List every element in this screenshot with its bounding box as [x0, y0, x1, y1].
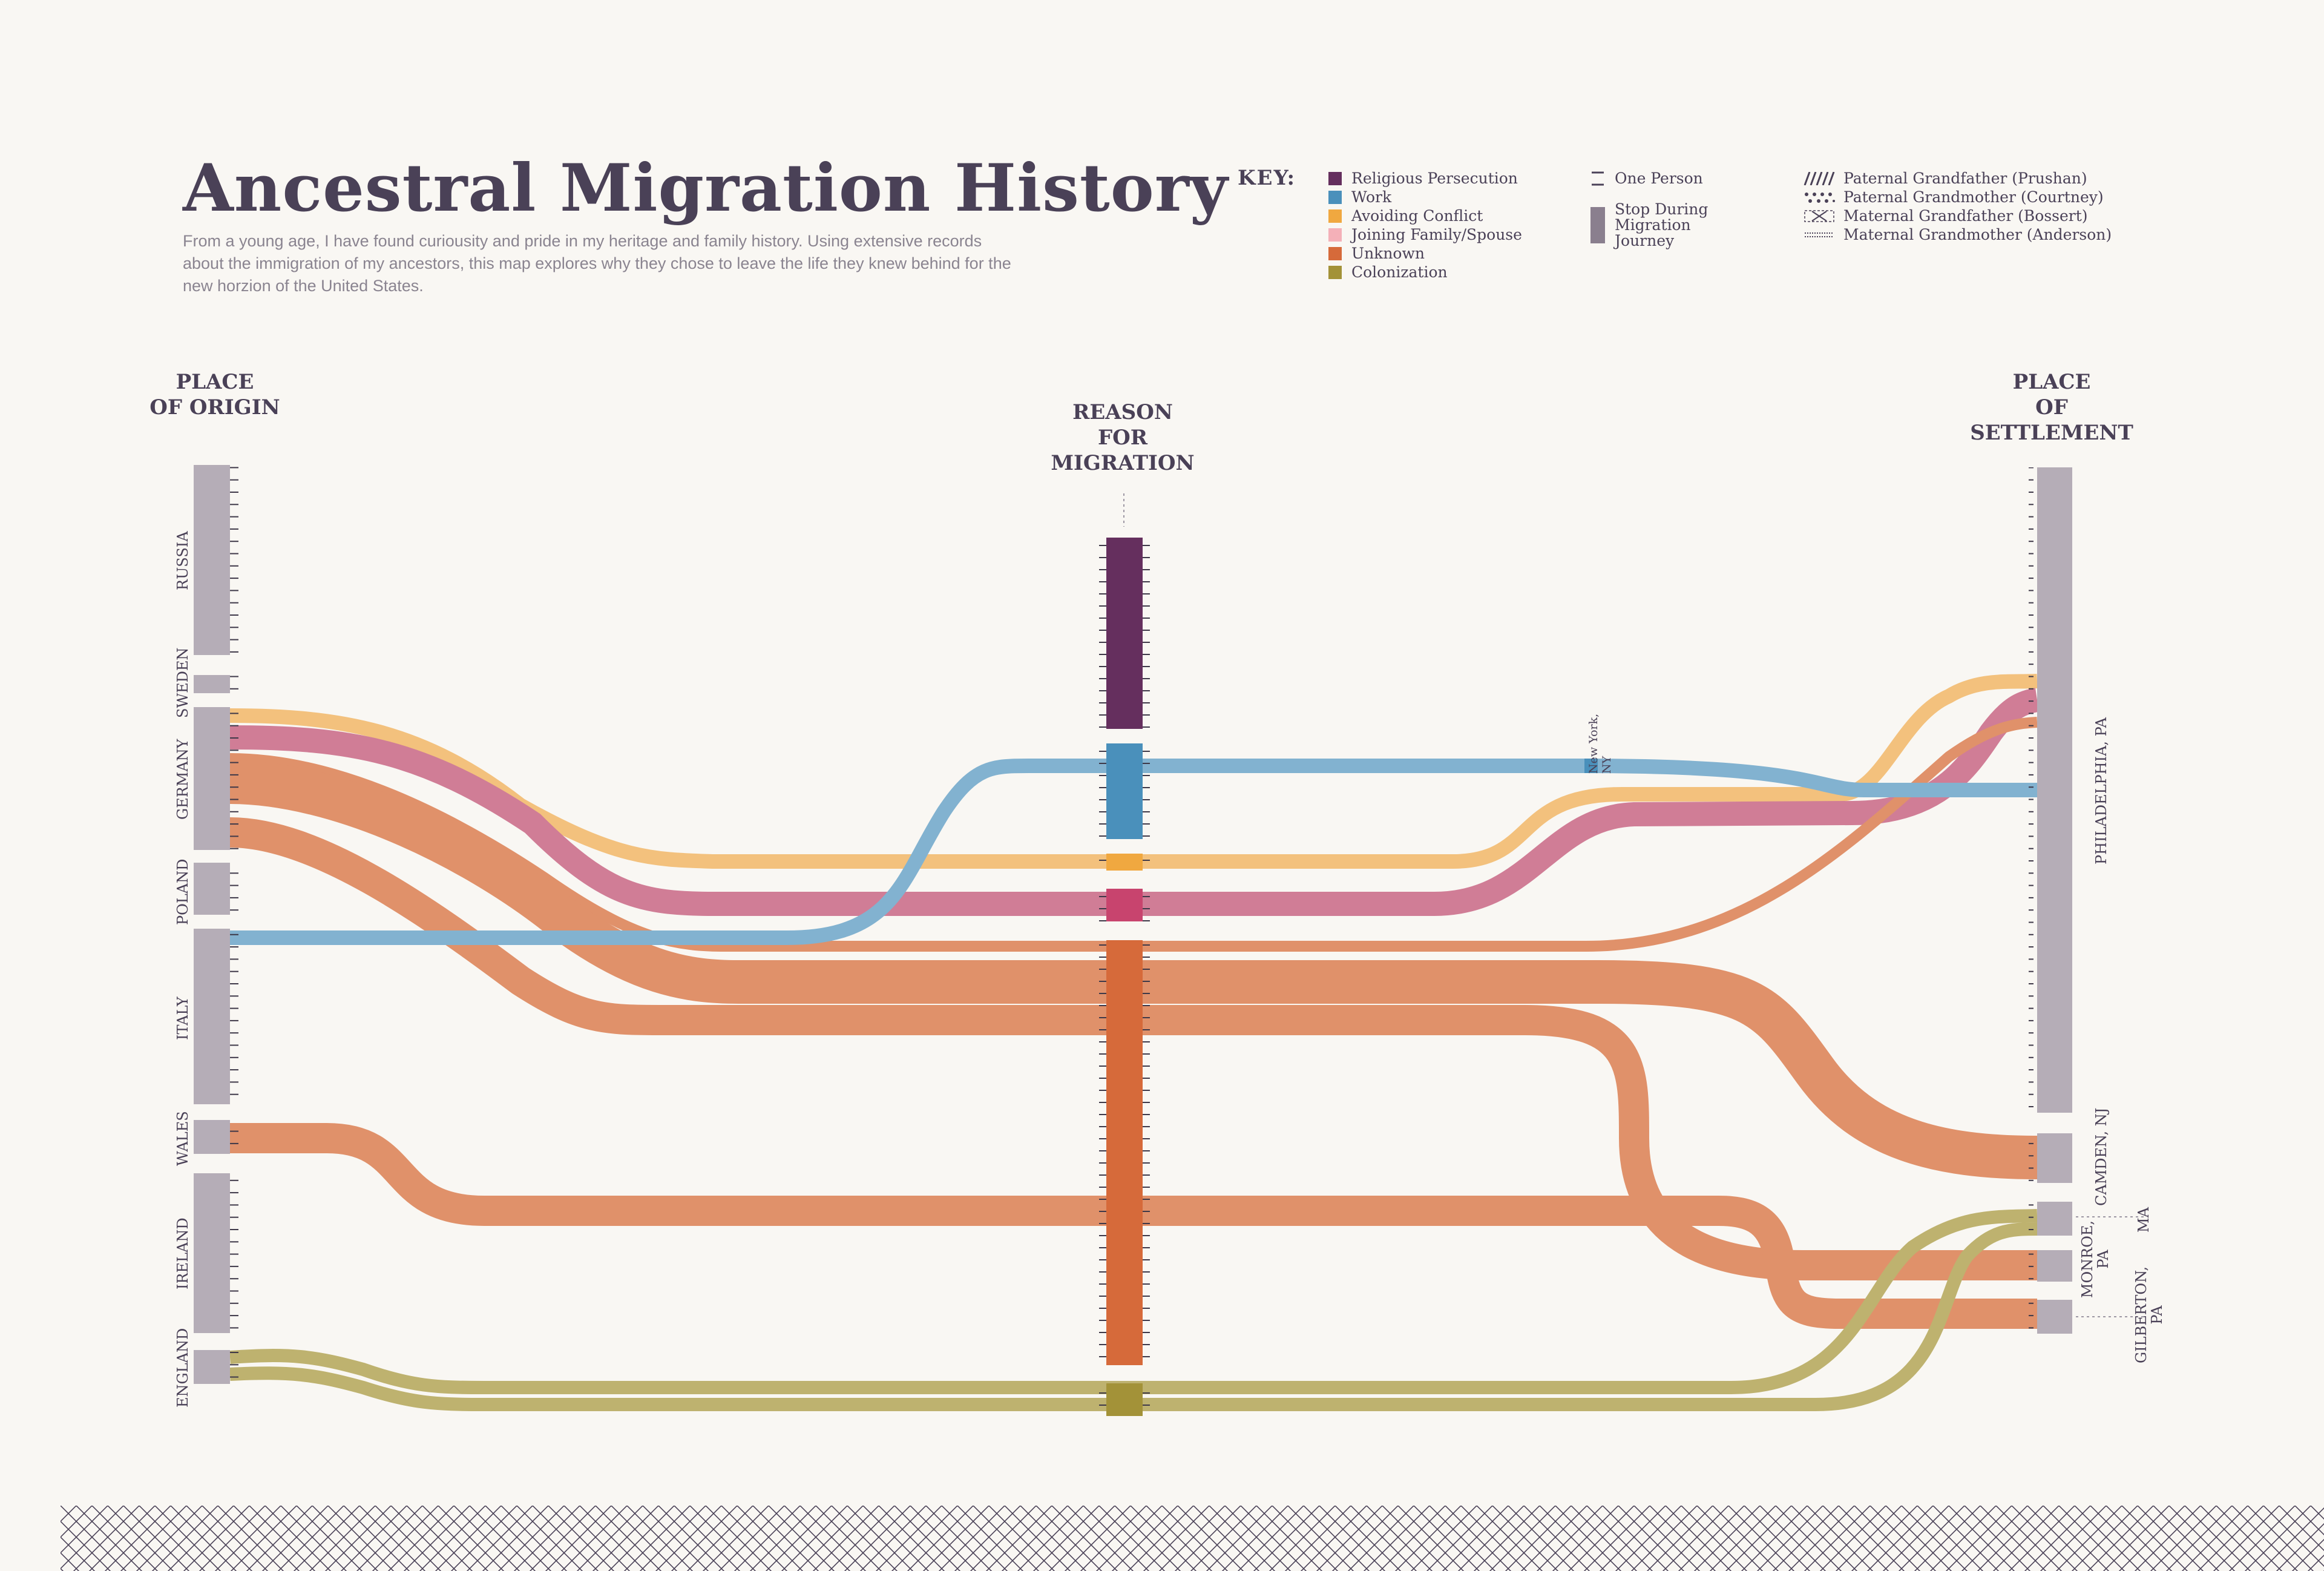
diagonal-hatch-icon [1804, 171, 1835, 185]
legend-swatch [1328, 228, 1342, 242]
legend-stop: Stop During Migration Journey [1590, 202, 1748, 249]
origin-label-russia: RUSSIA [174, 531, 191, 590]
origin-bar-russia [194, 465, 230, 655]
legend-maternal-grandfather: Maternal Grandfather (Bossert) [1804, 207, 2088, 225]
settlement-bar-ma [2037, 1202, 2072, 1236]
origin-bar-wales [194, 1120, 230, 1154]
crosshatch-footer-pattern [61, 1506, 2324, 1571]
legend-swatch [1328, 246, 1342, 260]
legend-one-person: One Person [1590, 170, 1703, 187]
tick-icon [1592, 171, 1604, 185]
origin-label-sweden: SWEDEN [174, 647, 191, 718]
flow-germany-unknown-a [229, 717, 2038, 952]
settlement-label-ma: MA [2135, 1207, 2152, 1233]
stop-marker-new-york [1584, 759, 1598, 773]
origin-bar-sweden [194, 675, 230, 693]
origin-bar-germany [194, 707, 230, 850]
legend-swatch [1328, 190, 1342, 204]
legend-paternal-grandfather: Paternal Grandfather (Prushan) [1804, 170, 2087, 187]
dots-icon [1805, 192, 1835, 203]
origin-bar-ireland [194, 1173, 230, 1333]
origin-bar-poland [194, 863, 230, 915]
legend-colonization: Colonization [1328, 263, 1448, 281]
legend-swatch [1328, 209, 1342, 223]
legend-avoiding-conflict: Avoiding Conflict [1328, 207, 1483, 225]
reason-column-header: REASON FOR MIGRATION [1051, 400, 1195, 475]
dotted-line-icon [1805, 232, 1834, 237]
settlement-label-camden: CAMDEN, NJ [2093, 1107, 2110, 1206]
origin-label-wales: WALES [174, 1111, 191, 1166]
settlement-bar-philadelphia [2037, 467, 2072, 1113]
stop-swatch [1590, 207, 1605, 243]
settlement-bar-camden [2037, 1133, 2072, 1183]
flow-germany-conflict [229, 674, 2038, 869]
legend-work: Work [1328, 188, 1391, 206]
settlement-bar-gilberton [2037, 1300, 2072, 1334]
page-subtitle: From a young age, I have found curiousit… [183, 232, 1011, 295]
origin-label-england: ENGLAND [174, 1328, 191, 1408]
origin-bar-england [194, 1350, 230, 1384]
settlement-label-monroe: MONROE, PA [2079, 1220, 2112, 1299]
origin-label-ireland: IRELAND [174, 1217, 191, 1289]
legend-unknown: Unknown [1328, 245, 1425, 262]
legend-paternal-grandmother: Paternal Grandmother (Courtney) [1804, 188, 2104, 206]
settlement-bar-monroe [2037, 1250, 2072, 1282]
origin-column-header: PLACE OF ORIGIN [149, 370, 280, 420]
flow-england-colonization-a [229, 1209, 2038, 1394]
cross-box-icon [1804, 209, 1834, 222]
origin-label-poland: POLAND [174, 858, 191, 925]
legend-swatch [1328, 171, 1342, 185]
stop-label-new-york: New York, NY [1587, 713, 1613, 774]
flow-italy-work [230, 759, 2037, 945]
legend-maternal-grandmother: Maternal Grandmother (Anderson) [1804, 226, 2112, 243]
legend-swatch [1328, 265, 1342, 279]
origin-label-italy: ITALY [174, 996, 191, 1040]
settlement-label-gilberton: GILBERTON, PA [2133, 1266, 2165, 1363]
flow-england-colonization-b [229, 1222, 2038, 1411]
flow-germany-unknown-b [229, 760, 2038, 1179]
page-title: Ancestral Migration History [183, 150, 1229, 226]
settlement-label-philadelphia: PHILADELPHIA, PA [2093, 717, 2110, 865]
key-label: KEY: [1238, 166, 1296, 190]
origin-bar-italy [194, 929, 230, 1104]
origin-label-germany: GERMANY [174, 739, 191, 820]
settlement-column-header: PLACE OF SETTLEMENT [1970, 370, 2133, 445]
flow-germany-family [229, 688, 2040, 916]
flow-wales-unknown [230, 1123, 2037, 1329]
legend-religious-persecution: Religious Persecution [1328, 170, 1518, 187]
legend-joining-family: Joining Family/Spouse [1328, 226, 1522, 243]
